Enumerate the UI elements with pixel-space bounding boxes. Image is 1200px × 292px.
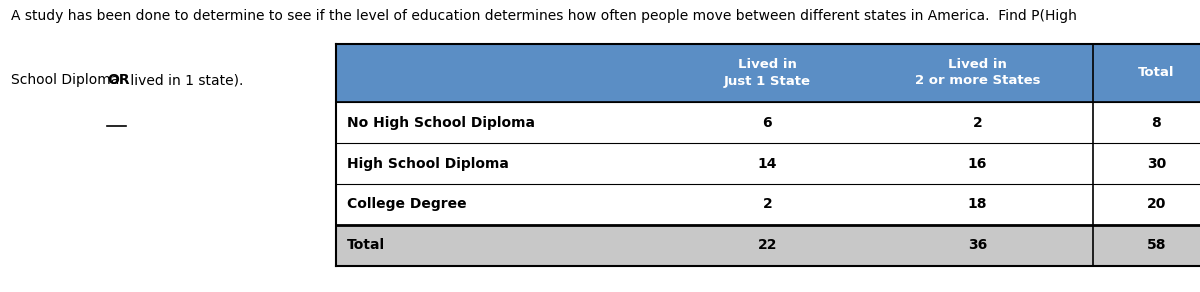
Text: Lived in
Just 1 State: Lived in Just 1 State	[724, 58, 811, 88]
Text: lived in 1 state).: lived in 1 state).	[126, 73, 244, 87]
Text: College Degree: College Degree	[347, 197, 467, 211]
Text: 14: 14	[757, 157, 778, 171]
Text: Total: Total	[347, 238, 385, 252]
Text: High School Diploma: High School Diploma	[347, 157, 509, 171]
Text: 8: 8	[1152, 116, 1162, 130]
Text: 16: 16	[968, 157, 988, 171]
Text: OR: OR	[107, 73, 130, 87]
Text: 20: 20	[1147, 197, 1166, 211]
Text: Total: Total	[1138, 67, 1175, 79]
Text: 2: 2	[973, 116, 983, 130]
Text: 18: 18	[968, 197, 988, 211]
Bar	[336, 102, 1200, 143]
Text: No High School Diploma: No High School Diploma	[347, 116, 535, 130]
Bar	[336, 184, 1200, 225]
Text: School Diploma: School Diploma	[11, 73, 124, 87]
Text: 30: 30	[1147, 157, 1166, 171]
Bar	[336, 143, 1200, 184]
Text: 58: 58	[1146, 238, 1166, 252]
Bar	[336, 44, 1200, 102]
Text: 2: 2	[762, 197, 773, 211]
Text: 22: 22	[757, 238, 778, 252]
Text: 36: 36	[968, 238, 988, 252]
Text: 6: 6	[762, 116, 772, 130]
Bar	[336, 225, 1200, 266]
Text: Lived in
2 or more States: Lived in 2 or more States	[914, 58, 1040, 88]
Text: A study has been done to determine to see if the level of education determines h: A study has been done to determine to se…	[11, 9, 1076, 23]
